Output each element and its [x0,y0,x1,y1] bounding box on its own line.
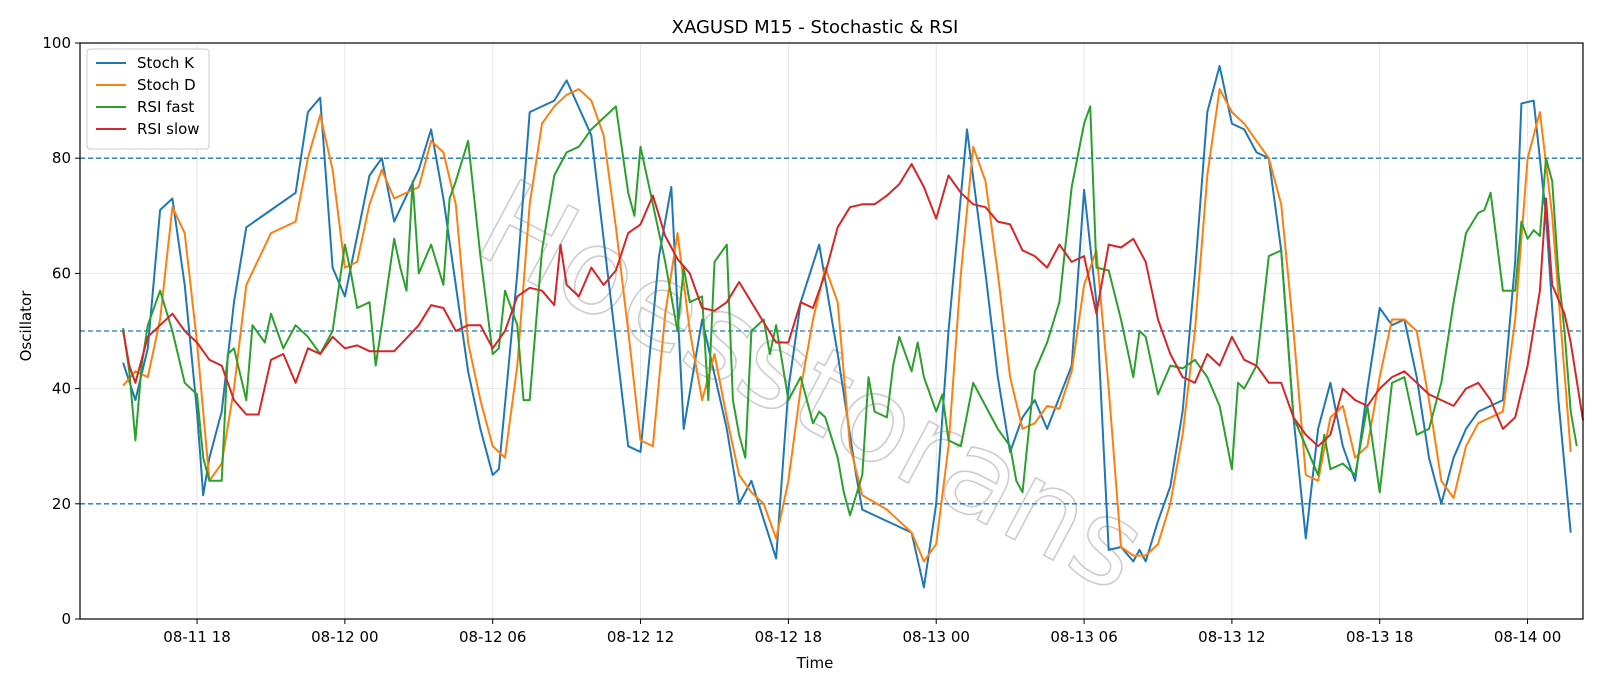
x-tick-label: 08-12 06 [459,628,526,646]
y-axis: 0 20 40 60 80 100 [42,34,80,628]
series-line-rsi-slow [122,163,1584,448]
x-axis: 08-11 18 08-12 00 08-12 06 08-12 12 08-12 18… [163,619,1561,646]
x-tick-label: 08-13 06 [1050,628,1117,646]
y-tick-label: 0 [61,610,71,628]
series-line-stoch-d [122,88,1572,563]
y-axis-label: Oscillator [17,290,35,362]
legend-label: RSI slow [137,120,200,138]
x-tick-label: 08-12 18 [755,628,822,646]
legend-label: Stoch D [137,76,196,94]
x-axis-label: Time [796,654,834,672]
x-tick-label: 08-11 18 [163,628,230,646]
y-tick-label: 60 [52,264,71,282]
y-tick-label: 20 [52,495,71,513]
legend-box [86,48,210,150]
plot-frame [79,42,1584,620]
x-tick-label: 08-12 12 [607,628,674,646]
x-tick-label: 08-12 00 [311,628,378,646]
legend-label: Stoch K [137,54,195,72]
y-tick-label: 100 [42,34,71,52]
x-tick-label: 08-14 00 [1494,628,1561,646]
chart-title: XAGUSD M15 - Stochastic & RSI [672,17,959,38]
series-line-rsi-fast [122,105,1578,517]
legend-label: RSI fast [137,98,194,116]
x-tick-label: 08-13 00 [902,628,969,646]
legend: Stoch K Stoch D RSI fast RSI slow [86,48,210,150]
y-tick-label: 80 [52,149,71,167]
x-tick-label: 08-13 12 [1198,628,1265,646]
x-tick-label: 08-13 18 [1346,628,1413,646]
series-lines [122,65,1584,589]
y-tick-label: 40 [52,380,71,398]
